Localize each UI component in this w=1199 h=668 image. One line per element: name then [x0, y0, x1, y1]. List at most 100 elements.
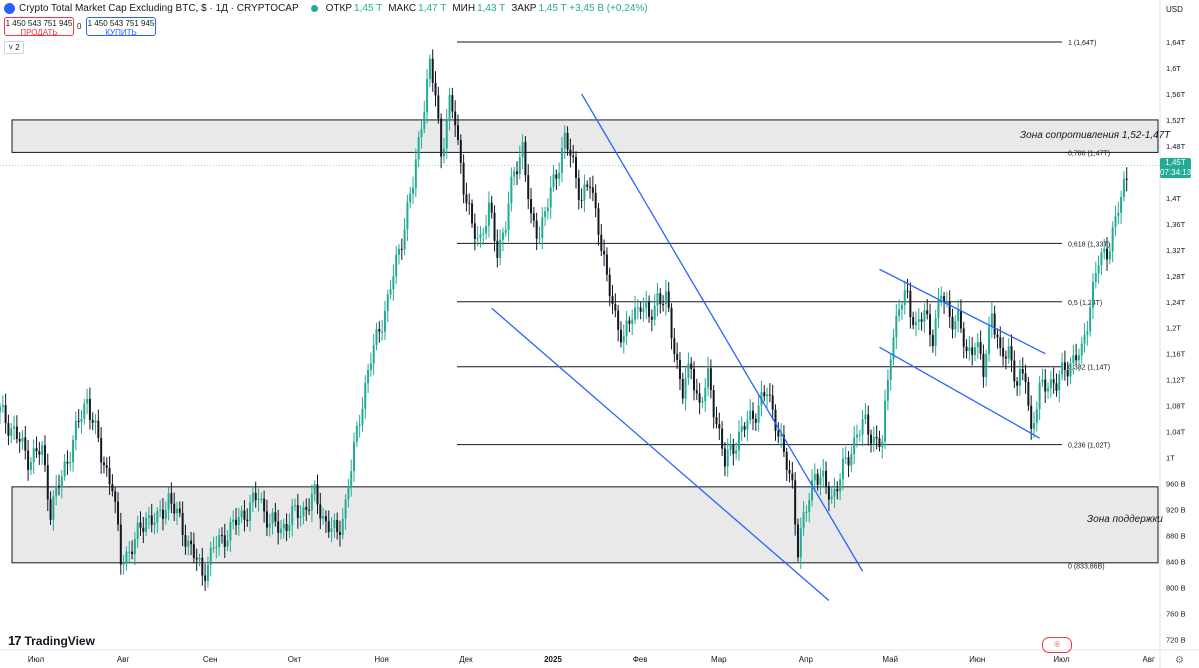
candle-body — [583, 184, 586, 201]
candle-body — [80, 418, 83, 422]
candle-body — [530, 198, 533, 214]
x-tick-label: Окт — [288, 655, 302, 664]
currency-label[interactable]: USD — [1166, 5, 1183, 14]
trendline — [581, 93, 864, 572]
candle-body — [709, 368, 712, 391]
candle-body — [822, 470, 825, 477]
candle-body — [951, 316, 954, 330]
x-tick-label: Май — [882, 655, 898, 664]
candle-body — [147, 515, 150, 518]
y-tick-label: 1,04T — [1166, 428, 1186, 437]
y-tick-label: 1,52T — [1166, 116, 1186, 125]
trendline — [491, 307, 830, 601]
candle-body — [802, 512, 805, 529]
candle-body — [698, 393, 701, 403]
y-tick-label: 1,28T — [1166, 272, 1186, 281]
y-tick-label: 1,48T — [1166, 142, 1186, 151]
candle-body — [572, 155, 575, 158]
candle-body — [546, 207, 549, 212]
candle-body — [136, 522, 139, 539]
tradingview-logo[interactable]: 17 TradingView — [8, 633, 95, 648]
candle-body — [707, 368, 710, 388]
candle-body — [813, 473, 816, 481]
candle-body — [541, 217, 544, 239]
indicators-toggle[interactable]: ˅ 2 — [4, 41, 24, 54]
candle-body — [125, 551, 128, 564]
community-badge-icon[interactable]: ◎ — [1042, 637, 1072, 653]
candle-body — [1091, 281, 1094, 308]
buy-button[interactable]: 1 450 543 751 945 КУПИТЬ — [86, 17, 156, 37]
candle-body — [369, 363, 372, 371]
symbol-title[interactable]: Crypto Total Market Cap Excluding BTC, $… — [19, 2, 299, 14]
candle-body — [1103, 248, 1106, 253]
candle-body — [740, 426, 743, 432]
candle-body — [1094, 273, 1097, 282]
sell-button[interactable]: 1 450 543 751 945 ПРОДАТЬ — [4, 17, 74, 37]
candle-body — [575, 157, 577, 178]
candle-body — [603, 250, 606, 255]
y-tick-label: 960 B — [1166, 480, 1186, 489]
candle-body — [145, 517, 148, 532]
candle-body — [131, 551, 134, 555]
y-tick-label: 1,4T — [1166, 194, 1181, 203]
candle-body — [235, 519, 238, 526]
candle-body — [943, 296, 946, 303]
candle-body — [566, 132, 569, 150]
candle-body — [830, 496, 833, 500]
candle-body — [923, 310, 926, 322]
candle-body — [122, 563, 125, 565]
candle-body — [962, 328, 965, 347]
candle-body — [240, 510, 243, 518]
candle-body — [389, 289, 392, 295]
gear-icon[interactable]: ⚙ — [1175, 655, 1184, 666]
candle-body — [167, 493, 170, 510]
x-tick-label: Июл — [28, 655, 45, 664]
candle-body — [729, 444, 732, 450]
candle-body — [164, 509, 167, 519]
candle-body — [1041, 379, 1044, 383]
candle-body — [29, 462, 32, 470]
candle-body — [521, 142, 524, 158]
ohlc-high-value: 1,47 T — [418, 2, 447, 14]
resistance-zone — [11, 119, 1159, 153]
candle-body — [670, 307, 673, 339]
candle-body — [577, 177, 580, 200]
y-tick-label: 840 B — [1166, 558, 1186, 567]
candle-body — [1114, 216, 1117, 228]
candle-body — [673, 338, 676, 355]
candle-body — [827, 486, 830, 500]
candle-body — [1097, 265, 1100, 274]
candle-body — [139, 522, 142, 528]
candle-body — [220, 534, 223, 536]
y-tick-label: 1,56T — [1166, 90, 1186, 99]
candle-body — [569, 149, 572, 156]
ohlc-open-value: 1,45 T — [354, 2, 383, 14]
y-tick-label: 920 B — [1166, 506, 1186, 515]
candle-body — [959, 310, 962, 329]
ohlc-high-key: МАКС — [388, 2, 417, 14]
candle-body — [299, 515, 302, 518]
candle-body — [563, 132, 566, 149]
candle-body — [833, 489, 836, 497]
ohlc-low-key: МИН — [452, 2, 476, 14]
candle-body — [330, 528, 333, 532]
candle-body — [490, 202, 493, 213]
candle-body — [442, 148, 445, 157]
candle-body — [448, 94, 451, 121]
candle-body — [884, 400, 887, 442]
candle-body — [428, 58, 431, 80]
candle-body — [510, 176, 513, 204]
candle-body — [532, 213, 535, 221]
candle-body — [1007, 346, 1010, 359]
candle-body — [347, 487, 350, 500]
candle-body — [544, 211, 547, 218]
candle-body — [782, 434, 785, 452]
candle-body — [1066, 370, 1069, 377]
candle-body — [993, 313, 996, 335]
candle-body — [400, 248, 403, 250]
candle-body — [308, 509, 311, 511]
candle-body — [701, 401, 704, 403]
candle-body — [527, 175, 530, 199]
candle-body — [1024, 373, 1027, 383]
